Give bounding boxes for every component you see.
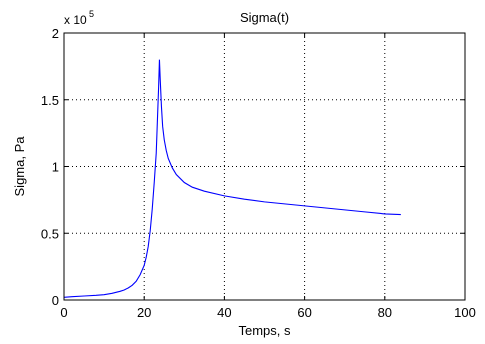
y-tick-label: 0.5 [41, 226, 59, 241]
x-tick-label: 60 [297, 305, 311, 320]
x-tick-label: 100 [454, 305, 476, 320]
y-tick-labels: 0 0.5 1 1.5 2 [41, 26, 59, 308]
x-tick-label: 0 [60, 305, 67, 320]
x-tick-label: 80 [378, 305, 392, 320]
y-multiplier-exponent: 5 [89, 9, 94, 19]
y-tick-label: 0 [52, 293, 59, 308]
x-tick-label: 40 [217, 305, 231, 320]
y-tick-label: 2 [52, 26, 59, 41]
y-tick-label: 1.5 [41, 93, 59, 108]
y-tick-label: 1 [52, 160, 59, 175]
y-axis-multiplier: x 10 5 [64, 9, 94, 27]
x-axis-label: Temps, s [238, 323, 291, 338]
y-multiplier-base: x 10 [64, 13, 87, 27]
tick-marks [63, 32, 466, 301]
y-axis-label: Sigma, Pa [12, 136, 27, 197]
x-tick-label: 20 [137, 305, 151, 320]
series-line [63, 59, 401, 298]
x-tick-labels: 0 20 40 60 80 100 [60, 305, 475, 320]
grid-lines [64, 33, 465, 300]
chart-title: Sigma(t) [240, 10, 289, 25]
